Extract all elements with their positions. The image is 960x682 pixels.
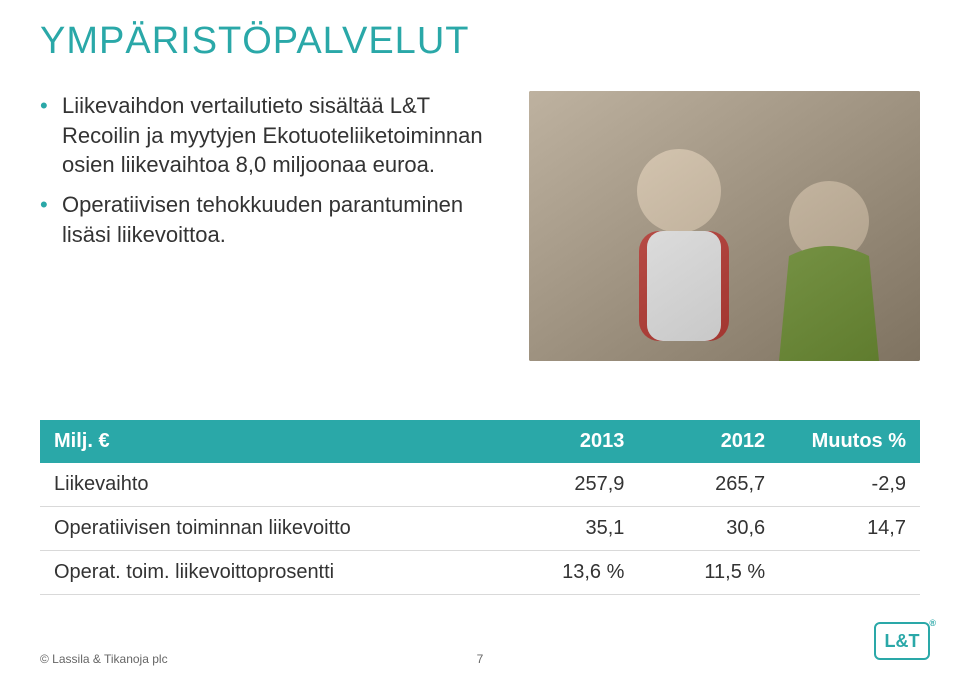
table-row: Operat. toim. liikevoittoprosentti13,6 %… xyxy=(40,551,920,595)
table-cell: 30,6 xyxy=(638,507,779,551)
logo-text: L&T xyxy=(885,631,920,652)
table-cell: Operat. toim. liikevoittoprosentti xyxy=(40,551,498,595)
bullet-item: Liikevaihdon vertailutieto sisältää L&T … xyxy=(40,91,509,180)
table-cell: Operatiivisen toiminnan liikevoitto xyxy=(40,507,498,551)
logo-registered: ® xyxy=(929,618,936,628)
table-cell: 13,6 % xyxy=(498,551,639,595)
table-header-cell: Milj. € xyxy=(40,420,498,463)
table-cell: 257,9 xyxy=(498,463,639,507)
table-cell: 265,7 xyxy=(638,463,779,507)
page-number: 7 xyxy=(477,652,484,666)
bullet-list: Liikevaihdon vertailutieto sisältää L&T … xyxy=(40,91,509,361)
table-cell xyxy=(779,551,920,595)
bullet-item: Operatiivisen tehokkuuden parantuminen l… xyxy=(40,190,509,249)
table-cell: 14,7 xyxy=(779,507,920,551)
table-cell: 11,5 % xyxy=(638,551,779,595)
table-header-cell: 2013 xyxy=(498,420,639,463)
table-row: Liikevaihto257,9265,7-2,9 xyxy=(40,463,920,507)
table-header-cell: Muutos % xyxy=(779,420,920,463)
content-image xyxy=(529,91,920,361)
slide-title: YMPÄRISTÖPALVELUT xyxy=(40,20,920,63)
data-table: Milj. €20132012Muutos % Liikevaihto257,9… xyxy=(40,420,920,595)
table-cell: 35,1 xyxy=(498,507,639,551)
table-cell: -2,9 xyxy=(779,463,920,507)
table-header-cell: 2012 xyxy=(638,420,779,463)
table-cell: Liikevaihto xyxy=(40,463,498,507)
table-row: Operatiivisen toiminnan liikevoitto35,13… xyxy=(40,507,920,551)
footer-copyright: © Lassila & Tikanoja plc xyxy=(40,652,168,666)
company-logo: L&T ® xyxy=(874,622,930,668)
